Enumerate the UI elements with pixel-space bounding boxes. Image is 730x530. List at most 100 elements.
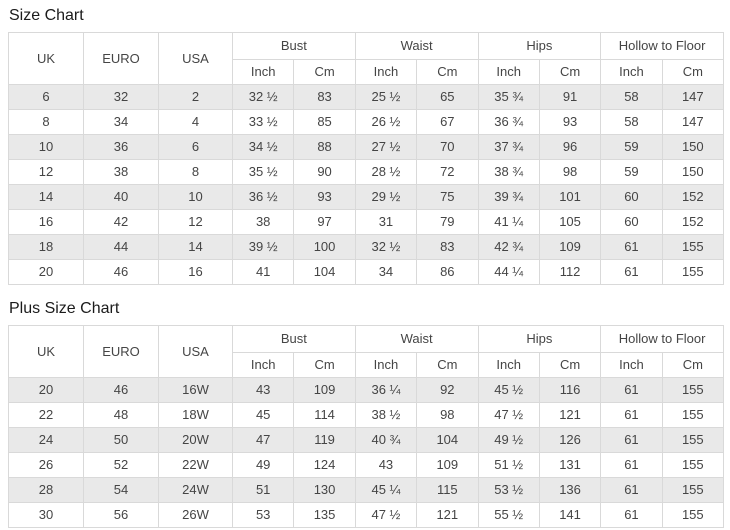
table-cell: 104 [293,259,356,285]
table-cell: 36 ¼ [354,377,418,403]
col-header-uk: UK [8,325,84,378]
table-cell: 26 [8,452,84,478]
table-cell: 4 [158,109,233,135]
subheader-hips-cm: Cm [538,59,602,85]
table-cell: 121 [416,502,479,528]
table-row: 24 50 20W 47 119 40 ¾ 104 49 ½ 126 61 155 [8,427,725,453]
col-header-euro: EURO [83,32,159,85]
table-cell: 58 [600,109,663,135]
table-cell: 38 [231,209,295,235]
table-cell: 70 [416,134,479,160]
table-cell: 48 [83,402,159,428]
subheader-waist-inch: Inch [354,352,418,378]
table-cell: 116 [538,377,602,403]
table-cell: 97 [293,209,356,235]
table-cell: 43 [231,377,295,403]
table-cell: 39 ¾ [477,184,540,210]
table-cell: 109 [538,234,602,260]
table-cell: 83 [293,84,356,110]
group-header-bust: Bust [232,325,356,353]
table-cell: 41 ¼ [477,209,540,235]
table-cell: 52 [83,452,159,478]
table-row: 10 36 6 34 ½ 88 27 ½ 70 37 ¾ 96 59 150 [8,134,725,160]
table-cell: 114 [293,402,356,428]
table-cell: 67 [416,109,479,135]
table-cell: 155 [661,502,725,528]
table-cell: 20 [8,259,84,285]
table-cell: 12 [8,159,84,185]
table-row: 22 48 18W 45 114 38 ½ 98 47 ½ 121 61 155 [8,402,725,428]
table-cell: 96 [538,134,602,160]
subheader-waist-inch: Inch [354,59,418,85]
table-cell: 45 ¼ [354,477,418,503]
col-header-usa: USA [158,325,233,378]
table-row: 8 34 4 33 ½ 85 26 ½ 67 36 ¾ 93 58 147 [8,109,725,135]
table-cell: 155 [661,477,725,503]
table-cell: 91 [538,84,602,110]
plus-size-chart-rows: 20 46 16W 43 109 36 ¼ 92 45 ½ 116 61 155 22 48 18W 45 1… [8,377,725,528]
table-cell: 101 [538,184,602,210]
table-cell: 38 ½ [354,402,418,428]
subheader-hollow-cm: Cm [661,352,725,378]
table-cell: 20 [8,377,84,403]
table-row: 18 44 14 39 ½ 100 32 ½ 83 42 ¾ 109 61 155 [8,234,725,260]
table-cell: 155 [661,427,725,453]
table-cell: 93 [293,184,356,210]
group-header-waist: Waist [354,32,479,60]
table-cell: 155 [661,234,725,260]
table-cell: 61 [600,402,663,428]
table-cell: 28 ½ [354,159,418,185]
group-header-bust: Bust [232,32,356,60]
table-cell: 61 [600,234,663,260]
subheader-hollow-inch: Inch [600,352,663,378]
group-header-hollow-to-floor: Hollow to Floor [600,325,724,353]
table-cell: 58 [600,84,663,110]
group-header-waist: Waist [354,325,479,353]
table-cell: 141 [538,502,602,528]
table-cell: 86 [416,259,479,285]
subheader-bust-inch: Inch [231,352,295,378]
table-cell: 14 [8,184,84,210]
table-cell: 42 [83,209,159,235]
table-cell: 150 [661,159,725,185]
table-cell: 98 [538,159,602,185]
table-cell: 2 [158,84,233,110]
subheader-waist-cm: Cm [416,352,479,378]
table-cell: 124 [293,452,356,478]
subheader-bust-cm: Cm [293,352,356,378]
header-group-row: UK EURO USA Bust Waist Hips Hollow to Fl… [8,32,724,85]
table-cell: 25 ½ [354,84,418,110]
table-cell: 100 [293,234,356,260]
table-cell: 32 ½ [354,234,418,260]
size-chart-section: Size Chart UK EURO USA Bust Waist Hips H… [8,6,725,285]
table-cell: 126 [538,427,602,453]
table-cell: 6 [158,134,233,160]
table-cell: 8 [158,159,233,185]
table-cell: 45 [231,402,295,428]
col-header-usa: USA [158,32,233,85]
table-cell: 41 [231,259,295,285]
table-cell: 47 ½ [354,502,418,528]
table-cell: 131 [538,452,602,478]
size-chart-title: Size Chart [9,7,84,24]
table-cell: 50 [83,427,159,453]
table-cell: 72 [416,159,479,185]
table-cell: 34 [83,109,159,135]
table-cell: 36 [83,134,159,160]
header-group-row: UK EURO USA Bust Waist Hips Hollow to Fl… [8,325,724,378]
table-cell: 36 ¾ [477,109,540,135]
subheader-hollow-cm: Cm [661,59,725,85]
table-cell: 90 [293,159,356,185]
table-cell: 33 ½ [231,109,295,135]
table-cell: 44 [83,234,159,260]
table-cell: 31 [354,209,418,235]
table-cell: 93 [538,109,602,135]
subheader-hips-cm: Cm [538,352,602,378]
table-cell: 49 [231,452,295,478]
table-cell: 45 ½ [477,377,540,403]
table-cell: 53 [231,502,295,528]
table-cell: 29 ½ [354,184,418,210]
table-cell: 34 [354,259,418,285]
table-cell: 85 [293,109,356,135]
